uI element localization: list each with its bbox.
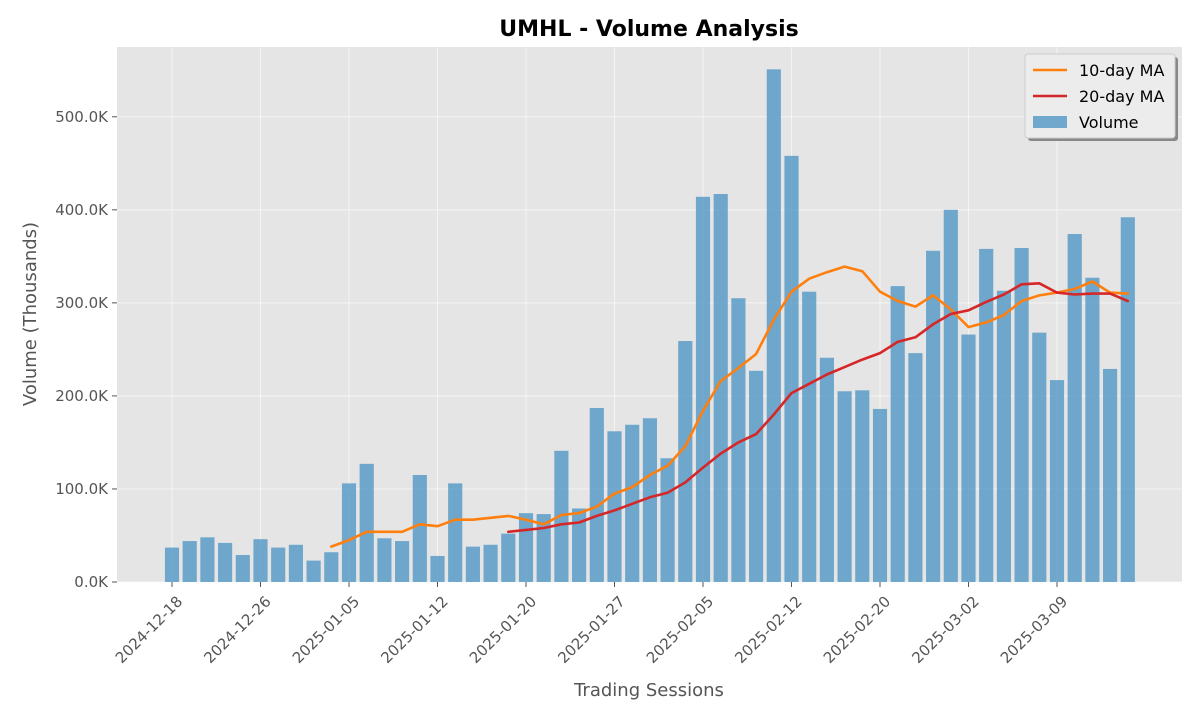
y-tick-label: 200.0K [55, 387, 109, 405]
legend: 10-day MA 20-day MA Volume [1024, 53, 1178, 141]
y-tick-label: 400.0K [55, 201, 109, 219]
legend-label: Volume [1079, 113, 1139, 132]
volume-bar [908, 353, 923, 582]
volume-bar [271, 547, 286, 582]
volume-bar [713, 194, 728, 582]
volume-bar [678, 341, 693, 582]
legend-label: 10-day MA [1079, 61, 1164, 80]
moving-average-lines [329, 265, 1130, 548]
volume-bar [200, 537, 215, 582]
volume-bar [607, 431, 622, 582]
volume-bar [784, 155, 799, 582]
volume-bar [890, 286, 905, 582]
volume-bar [926, 250, 941, 583]
volume-bar [660, 458, 675, 582]
volume-bar [164, 547, 180, 582]
volume-bar [235, 555, 250, 582]
volume-bar [1014, 247, 1029, 582]
volume-bar [855, 390, 870, 582]
volume-bar [377, 538, 392, 582]
y-axis-title: Volume (Thousands) [20, 222, 41, 406]
volume-bar [695, 196, 711, 583]
volume-bar [837, 391, 852, 582]
volume-bar [341, 483, 357, 582]
volume-bar [642, 418, 657, 582]
20-day-maline [506, 281, 1130, 534]
volume-bar [306, 560, 321, 582]
volume-bar [1103, 368, 1118, 582]
volume-bar [996, 290, 1011, 582]
volume-bar [412, 475, 427, 582]
volume-bar [483, 544, 498, 582]
volume-bar [518, 513, 534, 582]
volume-bar [430, 555, 445, 582]
volume-bar [501, 533, 516, 582]
y-tick-label: 100.0K [55, 480, 109, 498]
y-tick-label: 500.0K [55, 108, 109, 126]
volume-bar [819, 357, 834, 582]
volume-bar [536, 514, 551, 582]
volume-bar [961, 334, 976, 582]
volume-bar [359, 463, 374, 582]
volume-bar [448, 483, 463, 582]
volume-bar [395, 541, 410, 582]
volume-bar [979, 248, 994, 582]
volume-bar [749, 370, 764, 582]
volume-bar [182, 541, 197, 582]
y-tick-label: 300.0K [55, 294, 109, 312]
volume-bar [465, 546, 480, 582]
volume-bar [1085, 277, 1100, 582]
volume-bar [572, 508, 587, 582]
volume-bar [1032, 332, 1047, 582]
legend-swatch-bar [1033, 116, 1067, 128]
y-tick-label: 0.0K [74, 573, 109, 591]
10-day-maline [329, 265, 1130, 548]
volume-bar [589, 408, 604, 582]
volume-bar [253, 539, 268, 582]
volume-bar [1120, 217, 1135, 582]
volume-bar [766, 69, 781, 582]
legend-label: 20-day MA [1079, 87, 1164, 106]
chart-title: UMHL - Volume Analysis [499, 17, 798, 42]
volume-bar [324, 552, 339, 582]
volume-bar [802, 291, 817, 582]
x-axis-title: Trading Sessions [573, 680, 724, 701]
volume-bar [1049, 380, 1065, 582]
volume-bar [872, 408, 888, 582]
volume-bar [288, 544, 303, 582]
volume-bar [218, 542, 233, 582]
volume-bar [943, 209, 958, 582]
volume-bar [1067, 234, 1082, 582]
